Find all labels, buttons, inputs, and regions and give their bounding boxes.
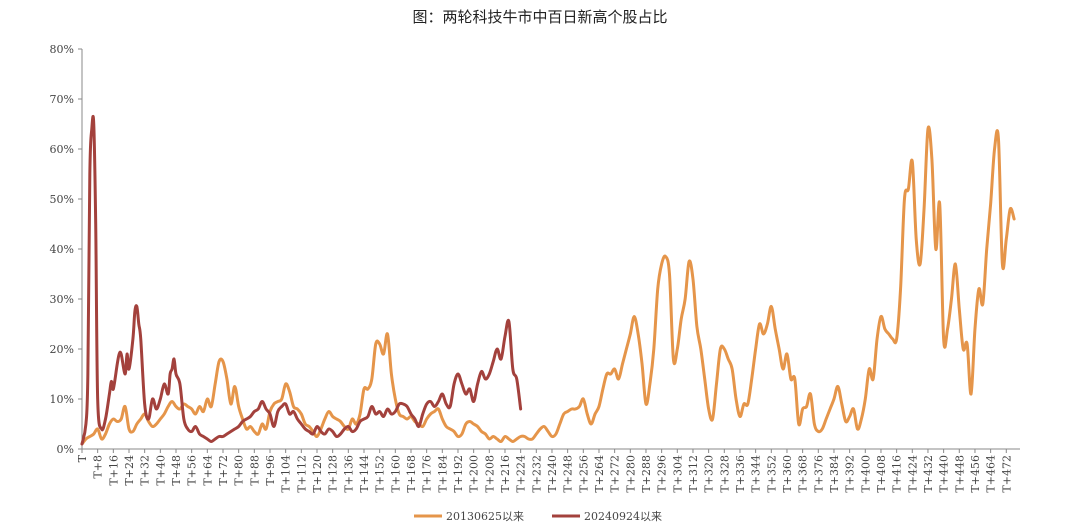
x-tick-label: T+64 bbox=[201, 455, 214, 486]
y-tick-label: 60% bbox=[50, 143, 74, 156]
x-tick-label: T+80 bbox=[233, 455, 246, 486]
series-line-1 bbox=[80, 125, 1016, 446]
x-tick-label: T+416 bbox=[891, 455, 904, 493]
y-tick-label: 40% bbox=[50, 243, 74, 256]
x-tick-label: T+424 bbox=[906, 455, 919, 493]
series-layer bbox=[80, 114, 1016, 446]
x-tick-label: T+96 bbox=[264, 455, 277, 486]
x-tick-label: T+440 bbox=[938, 455, 951, 493]
x-tick-label: T+400 bbox=[859, 455, 872, 493]
x-tick-label: T+408 bbox=[875, 455, 888, 493]
y-tick-label: 70% bbox=[50, 93, 74, 106]
x-tick-label: T bbox=[76, 454, 89, 462]
x-tick-label: T+56 bbox=[186, 455, 199, 486]
x-tick-label: T+288 bbox=[640, 455, 653, 493]
x-tick-label: T+272 bbox=[609, 455, 622, 493]
x-tick-label: T+264 bbox=[593, 455, 606, 493]
x-tick-label: T+24 bbox=[123, 455, 136, 486]
y-tick-label: 20% bbox=[50, 343, 74, 356]
x-tick-label: T+296 bbox=[656, 455, 669, 493]
y-tick-label: 10% bbox=[50, 393, 74, 406]
x-tick-label: T+392 bbox=[844, 455, 857, 493]
x-tick-label: T+472 bbox=[1000, 455, 1013, 493]
x-tick-label: T+464 bbox=[985, 455, 998, 493]
x-tick-label: T+360 bbox=[781, 455, 794, 493]
x-tick-label: T+128 bbox=[327, 455, 340, 493]
x-tick-label: T+328 bbox=[718, 455, 731, 493]
x-tick-label: T+184 bbox=[436, 455, 449, 493]
chart-title: 图：两轮科技牛市中百日新高个股占比 bbox=[412, 8, 668, 26]
x-tick-label: T+200 bbox=[468, 455, 481, 493]
x-tick-label: T+32 bbox=[139, 455, 152, 486]
x-tick-label: T+456 bbox=[969, 455, 982, 493]
x-tick-label: T+88 bbox=[248, 455, 261, 486]
x-tick-label: T+384 bbox=[828, 455, 841, 493]
x-tick-label: T+112 bbox=[295, 455, 308, 493]
x-tick-label: T+104 bbox=[280, 455, 293, 493]
legend-label: 20130625以来 bbox=[446, 510, 524, 523]
x-tick-label: T+160 bbox=[389, 455, 402, 493]
x-tick-label: T+72 bbox=[217, 455, 230, 486]
x-tick-label: T+256 bbox=[577, 455, 590, 493]
x-tick-label: T+48 bbox=[170, 455, 183, 486]
x-tick-label: T+40 bbox=[154, 455, 167, 486]
x-tick-label: T+312 bbox=[687, 455, 700, 493]
x-tick-label: T+448 bbox=[953, 455, 966, 493]
y-tick-label: 0% bbox=[57, 443, 74, 456]
x-tick-label: T+168 bbox=[405, 455, 418, 493]
x-tick-label: T+232 bbox=[530, 455, 543, 493]
x-tick-label: T+120 bbox=[311, 455, 324, 493]
legend: 20130625以来 20240924以来 bbox=[414, 510, 662, 523]
x-tick-label: T+368 bbox=[797, 455, 810, 493]
x-tick-label: T+432 bbox=[922, 455, 935, 493]
series-line-2 bbox=[80, 114, 523, 446]
axes: 0%10%20%30%40%50%60%70%80%T T+8 T+16 T+24 T+… bbox=[50, 43, 1020, 493]
x-tick-label: T+304 bbox=[671, 455, 684, 493]
y-tick-label: 50% bbox=[50, 193, 74, 206]
x-tick-label: T+344 bbox=[750, 455, 763, 493]
x-tick-label: T+16 bbox=[107, 455, 120, 486]
x-tick-label: T+136 bbox=[342, 455, 355, 493]
x-tick-label: T+152 bbox=[374, 455, 387, 493]
x-tick-label: T+336 bbox=[734, 455, 747, 493]
x-tick-label: T+216 bbox=[499, 455, 512, 493]
x-tick-label: T+320 bbox=[703, 455, 716, 493]
x-tick-label: T+224 bbox=[515, 455, 528, 493]
x-tick-label: T+8 bbox=[92, 455, 105, 479]
x-tick-label: T+192 bbox=[452, 455, 465, 493]
legend-label: 20240924以来 bbox=[584, 510, 662, 523]
x-tick-label: T+248 bbox=[562, 455, 575, 493]
x-tick-label: T+280 bbox=[624, 455, 637, 493]
x-tick-label: T+208 bbox=[483, 455, 496, 493]
x-tick-label: T+376 bbox=[812, 455, 825, 493]
y-tick-label: 80% bbox=[50, 43, 74, 56]
y-tick-label: 30% bbox=[50, 293, 74, 306]
x-tick-label: T+144 bbox=[358, 455, 371, 493]
x-tick-label: T+240 bbox=[546, 455, 559, 493]
x-tick-label: T+352 bbox=[765, 455, 778, 493]
x-tick-label: T+176 bbox=[421, 455, 434, 493]
